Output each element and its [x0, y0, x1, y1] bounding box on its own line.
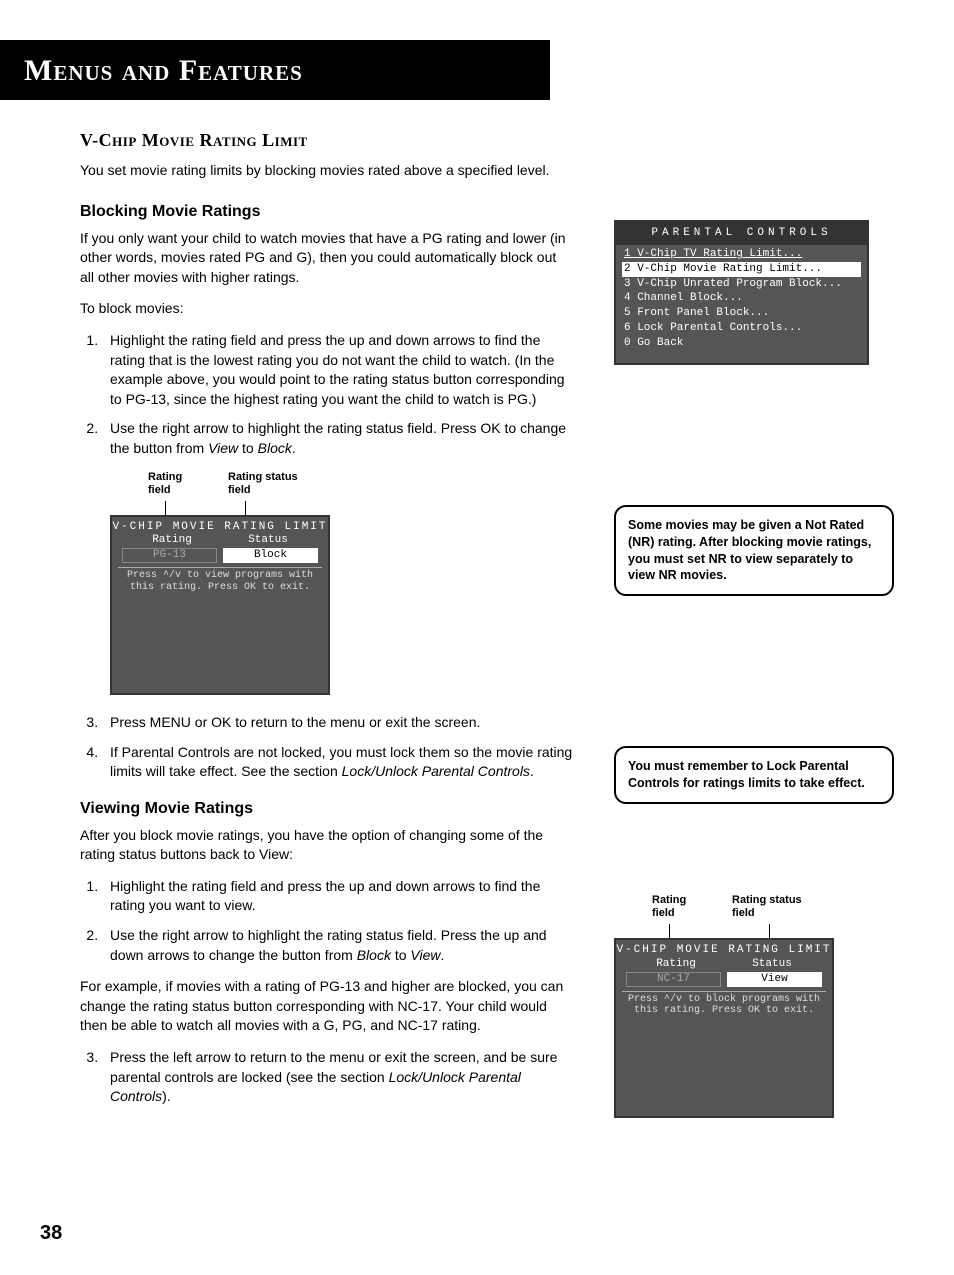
- rs-value-row: PG-13 Block: [112, 547, 328, 565]
- page-header: Menus and Features: [0, 40, 550, 100]
- rs-header-row: Rating Status: [616, 958, 832, 971]
- blocking-step-3: Press MENU or OK to return to the menu o…: [102, 713, 574, 733]
- rating-value: PG-13: [122, 548, 217, 563]
- blocking-step-4: If Parental Controls are not locked, you…: [102, 743, 574, 782]
- blocking-step-1: Highlight the rating field and press the…: [102, 331, 574, 409]
- viewing-step-2: Use the right arrow to highlight the rat…: [102, 926, 574, 965]
- menu-item: 6 Lock Parental Controls...: [624, 322, 802, 334]
- callout-lines: [614, 924, 874, 938]
- note-nr: Some movies may be given a Not Rated (NR…: [614, 505, 894, 597]
- rating-screen: V-CHIP MOVIE RATING LIMIT Rating Status …: [614, 938, 834, 1118]
- menu-title: PARENTAL CONTROLS: [616, 222, 867, 245]
- rating-screen-view-figure: Rating field Rating status field V-CHIP …: [614, 894, 874, 1118]
- menu-item: 3 V-Chip Unrated Program Block...: [624, 278, 842, 290]
- callout-lines: [110, 501, 370, 515]
- rs-title: V-CHIP MOVIE RATING LIMIT: [616, 940, 832, 957]
- menu-item: 4 Channel Block...: [624, 292, 743, 304]
- blocking-p2: To block movies:: [80, 299, 574, 319]
- blocking-step-2: Use the right arrow to highlight the rat…: [102, 419, 574, 458]
- page-title: Menus and Features: [24, 54, 526, 88]
- callout-rating-field: Rating field: [652, 894, 702, 920]
- rating-screen-block-figure: Rating field Rating status field V-CHIP …: [110, 471, 370, 695]
- blocking-steps-cont: Press MENU or OK to return to the menu o…: [80, 713, 574, 782]
- viewing-p2: For example, if movies with a rating of …: [80, 977, 574, 1036]
- viewing-heading: Viewing Movie Ratings: [80, 800, 574, 818]
- menu-items: 1 V-Chip TV Rating Limit... 2 V-Chip Mov…: [616, 245, 867, 363]
- section-title: V-Chip Movie Rating Limit: [80, 130, 574, 151]
- viewing-p1: After you block movie ratings, you have …: [80, 826, 574, 865]
- rating-value: NC-17: [626, 972, 721, 987]
- viewing-step-1: Highlight the rating field and press the…: [102, 877, 574, 916]
- menu-item: 0 Go Back: [624, 337, 683, 349]
- callout-labels: Rating field Rating status field: [614, 894, 874, 920]
- menu-item: 5 Front Panel Block...: [624, 307, 769, 319]
- parental-controls-menu: PARENTAL CONTROLS 1 V-Chip TV Rating Lim…: [614, 220, 869, 365]
- section-intro: You set movie rating limits by blocking …: [80, 161, 574, 181]
- rating-screen: V-CHIP MOVIE RATING LIMIT Rating Status …: [110, 515, 330, 695]
- callout-rating-status-field: Rating status field: [228, 471, 318, 497]
- menu-item-selected: 2 V-Chip Movie Rating Limit...: [622, 262, 861, 277]
- left-column: V-Chip Movie Rating Limit You set movie …: [80, 130, 574, 1119]
- viewing-steps-cont: Press the left arrow to return to the me…: [80, 1048, 574, 1107]
- status-value: Block: [223, 548, 318, 563]
- rs-header-row: Rating Status: [112, 534, 328, 547]
- viewing-step-3: Press the left arrow to return to the me…: [102, 1048, 574, 1107]
- rs-value-row: NC-17 View: [616, 971, 832, 989]
- content-area: V-Chip Movie Rating Limit You set movie …: [0, 100, 954, 1119]
- note-lock: You must remember to Lock Parental Contr…: [614, 746, 894, 804]
- menu-item: 1 V-Chip TV Rating Limit...: [624, 248, 802, 260]
- callout-rating-field: Rating field: [148, 471, 198, 497]
- callout-rating-status-field: Rating status field: [732, 894, 822, 920]
- rs-title: V-CHIP MOVIE RATING LIMIT: [112, 517, 328, 534]
- blocking-p1: If you only want your child to watch mov…: [80, 229, 574, 288]
- right-column: PARENTAL CONTROLS 1 V-Chip TV Rating Lim…: [614, 130, 894, 1119]
- blocking-steps: Highlight the rating field and press the…: [80, 331, 574, 459]
- blocking-heading: Blocking Movie Ratings: [80, 203, 574, 221]
- viewing-steps: Highlight the rating field and press the…: [80, 877, 574, 965]
- callout-labels: Rating field Rating status field: [110, 471, 370, 497]
- page-number: 38: [40, 1222, 62, 1245]
- status-value: View: [727, 972, 822, 987]
